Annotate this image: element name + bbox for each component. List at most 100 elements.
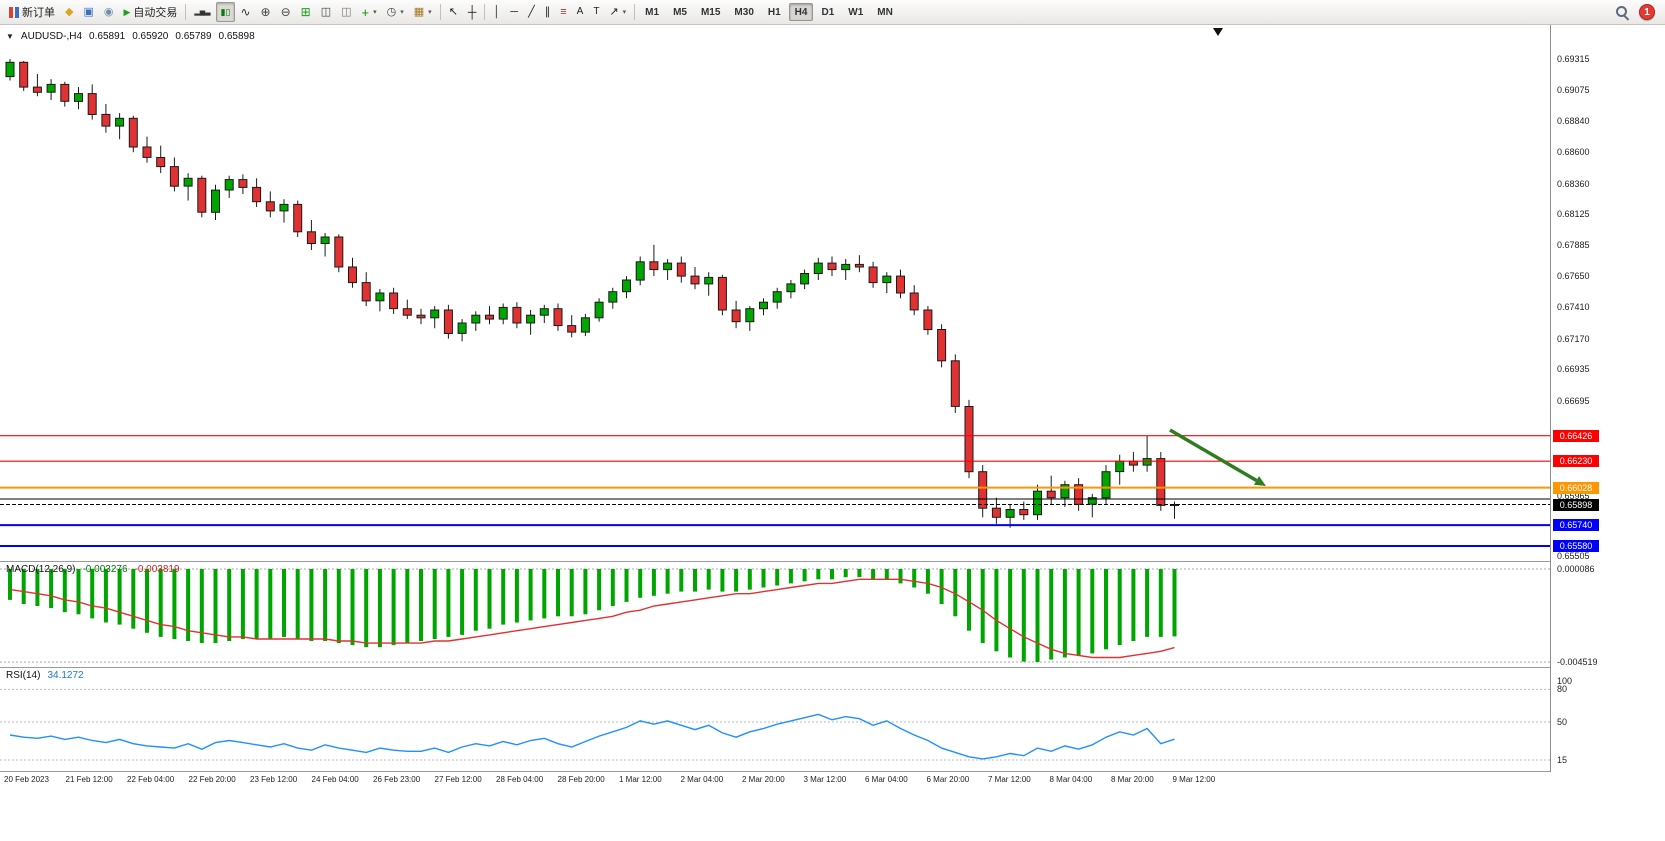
timeframe-buttons-group: M1 M5 M15 M30 H1 H4 D1 W1 MN bbox=[638, 3, 900, 21]
toolbar-separator bbox=[484, 4, 486, 20]
auto-arrange-icon: ⊞ bbox=[300, 5, 311, 19]
alerts-icon: ◉ bbox=[103, 5, 114, 18]
time-axis-label: 21 Feb 12:00 bbox=[65, 775, 113, 784]
templates-button[interactable]: ▦ ▾ bbox=[409, 2, 437, 22]
panel-divider[interactable] bbox=[0, 667, 1665, 668]
add-indicator-button[interactable]: + ▾ bbox=[357, 2, 382, 22]
price-axis-label: 0.67885 bbox=[1557, 240, 1590, 250]
macd-panel-canvas[interactable] bbox=[0, 562, 1550, 667]
cascade-windows-button[interactable]: ◫ bbox=[336, 2, 356, 22]
rsi-value: 34.1272 bbox=[47, 670, 84, 681]
time-axis-label: 7 Mar 12:00 bbox=[988, 775, 1031, 784]
time-axis-label: 23 Feb 12:00 bbox=[250, 775, 298, 784]
tile-windows-button[interactable]: ◫ bbox=[316, 2, 336, 22]
timeframe-w1-button[interactable]: W1 bbox=[842, 3, 869, 21]
profiles-button[interactable]: ▣ bbox=[78, 2, 98, 22]
autotrading-label: 自动交易 bbox=[133, 7, 178, 19]
macd-axis-bottom-label: -0.004519 bbox=[1557, 657, 1598, 667]
autotrading-play-icon: ▶ bbox=[123, 6, 131, 17]
tile-windows-icon: ◫ bbox=[320, 5, 332, 18]
time-axis-label: 20 Feb 2023 bbox=[4, 775, 49, 784]
time-axis-label: 26 Feb 23:00 bbox=[373, 775, 421, 784]
equidistant-channel-button[interactable]: ∥ bbox=[540, 2, 556, 22]
price-axis-label: 0.65505 bbox=[1557, 551, 1590, 561]
price-axis-label: 0.66935 bbox=[1557, 364, 1590, 374]
crosshair-icon: ┼ bbox=[467, 5, 477, 19]
arrows-button[interactable]: ↗ ▾ bbox=[604, 2, 631, 22]
notification-badge[interactable]: 1 bbox=[1639, 4, 1655, 20]
price-line-badge: 0.66028 bbox=[1553, 482, 1599, 494]
price-chart-canvas[interactable] bbox=[0, 25, 1550, 562]
price-axis-label: 0.68360 bbox=[1557, 179, 1590, 189]
fibonacci-button[interactable]: ≡ bbox=[555, 2, 571, 22]
timeframe-h1-button[interactable]: H1 bbox=[762, 3, 787, 21]
current-price-badge: 0.65898 bbox=[1553, 499, 1599, 511]
vertical-line-icon: │ bbox=[493, 5, 501, 18]
horizontal-line-button[interactable]: ─ bbox=[505, 2, 523, 22]
price-axis-label: 0.67650 bbox=[1557, 271, 1590, 281]
price-axis[interactable]: 0.69315 0.69075 0.68840 0.68600 0.68360 0.681… bbox=[1550, 25, 1665, 772]
timeframe-d1-button[interactable]: D1 bbox=[815, 3, 840, 21]
one-click-trading-toggle[interactable]: ▼ bbox=[6, 32, 14, 41]
panel-divider[interactable] bbox=[0, 771, 1665, 772]
workspace-icons-group: ◆ ▣ ◉ bbox=[60, 2, 118, 22]
trendline-button[interactable]: ╱ bbox=[523, 2, 540, 22]
search-icon[interactable] bbox=[1616, 5, 1629, 19]
zoom-out-button[interactable]: ⊖ bbox=[276, 2, 296, 22]
time-axis-label: 28 Feb 04:00 bbox=[496, 775, 544, 784]
charts-button[interactable]: ◆ bbox=[60, 2, 78, 22]
text-label-button[interactable]: T bbox=[588, 2, 604, 22]
rsi-panel-canvas[interactable] bbox=[0, 668, 1550, 771]
templates-dropdown-arrow: ▾ bbox=[428, 9, 432, 16]
auto-arrange-button[interactable]: ⊞ bbox=[296, 2, 316, 22]
time-axis-label: 3 Mar 12:00 bbox=[803, 775, 847, 784]
line-chart-button[interactable]: ∿ bbox=[235, 2, 255, 22]
timeframe-m1-button[interactable]: M1 bbox=[639, 3, 665, 21]
vertical-line-button[interactable]: │ bbox=[488, 2, 505, 22]
new-order-button[interactable]: 新订单 bbox=[4, 2, 60, 22]
cursor-button[interactable]: ↖ bbox=[444, 2, 463, 22]
periods-icon: ◷ bbox=[386, 5, 397, 18]
rsi-line bbox=[9, 713, 1175, 760]
price-axis-label: 0.65965 bbox=[1557, 491, 1590, 501]
price-axis-label: 0.68125 bbox=[1557, 209, 1590, 219]
rsi-axis-label: 50 bbox=[1557, 717, 1568, 727]
timeframe-m5-button[interactable]: M5 bbox=[667, 3, 693, 21]
time-axis-label: 22 Feb 04:00 bbox=[127, 775, 175, 784]
horizontal-line-objects[interactable] bbox=[0, 435, 1550, 547]
price-axis-label: 0.68840 bbox=[1557, 116, 1590, 126]
arrows-icon: ↗ bbox=[609, 5, 619, 18]
time-axis-label: 8 Mar 20:00 bbox=[1111, 775, 1154, 784]
text-button[interactable]: A bbox=[572, 2, 589, 22]
timeframe-h4-button[interactable]: H4 bbox=[788, 3, 814, 21]
periods-button[interactable]: ◷ ▾ bbox=[382, 2, 409, 22]
macd-name: MACD(12,26,9) bbox=[6, 564, 76, 575]
timeframe-mn-button[interactable]: MN bbox=[871, 3, 899, 21]
cursor-tools-group: ↖ ┼ bbox=[444, 2, 482, 22]
autotrading-button[interactable]: ▶ 自动交易 bbox=[118, 2, 182, 22]
timeframe-m30-button[interactable]: M30 bbox=[728, 3, 759, 21]
profiles-icon: ▣ bbox=[83, 5, 94, 18]
alerts-button[interactable]: ◉ bbox=[99, 2, 119, 22]
line-chart-icon: ∿ bbox=[240, 5, 251, 19]
panel-divider[interactable] bbox=[0, 561, 1665, 562]
arrows-dropdown-arrow: ▾ bbox=[622, 9, 627, 16]
trend-arrow-annotation[interactable] bbox=[1169, 428, 1258, 483]
macd-axis-top-label: 0.000086 bbox=[1557, 564, 1595, 574]
crosshair-button[interactable]: ┼ bbox=[463, 2, 482, 22]
candlestick-chart-button[interactable]: ▮▯ bbox=[215, 2, 236, 22]
macd-label: MACD(12,26,9) -0.003276 -0.003819 bbox=[6, 564, 180, 575]
time-axis-label: 6 Mar 04:00 bbox=[865, 775, 908, 784]
price-line-badge: 0.65740 bbox=[1553, 519, 1599, 531]
bar-chart-button[interactable]: ▂▅▃ bbox=[189, 2, 215, 22]
time-axis-label: 8 Mar 04:00 bbox=[1049, 775, 1093, 784]
time-axis[interactable]: 20 Feb 2023 21 Feb 12:00 22 Feb 04:00 22 Fe… bbox=[0, 772, 1550, 790]
toolbar-separator bbox=[634, 4, 636, 20]
periods-dropdown-arrow: ▾ bbox=[400, 9, 404, 16]
timeframe-m15-button[interactable]: M15 bbox=[695, 3, 726, 21]
time-axis-label: 2 Mar 04:00 bbox=[680, 775, 724, 784]
ohlc-open: 0.65891 bbox=[89, 31, 126, 42]
candlestick-chart-icon: ▮▯ bbox=[220, 6, 231, 17]
time-axis-label: 22 Feb 20:00 bbox=[188, 775, 236, 784]
zoom-in-button[interactable]: ⊕ bbox=[256, 2, 276, 22]
